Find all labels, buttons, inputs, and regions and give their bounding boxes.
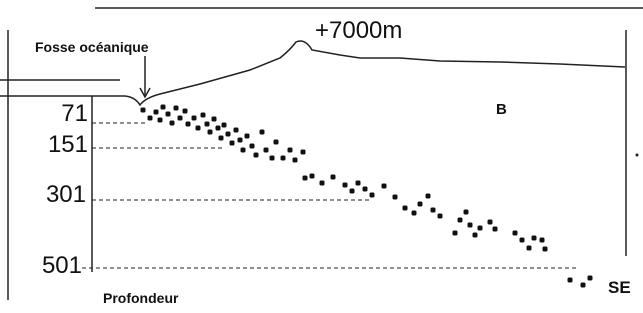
focus-dot xyxy=(201,113,206,118)
focus-dot xyxy=(226,132,231,137)
depth-label: 71 xyxy=(61,100,88,127)
focus-dot xyxy=(473,233,478,238)
focus-dot xyxy=(154,110,159,115)
depth-label: 501 xyxy=(42,252,82,279)
focus-dot xyxy=(158,118,163,123)
focus-dot xyxy=(166,112,171,117)
focus-dot xyxy=(370,193,375,198)
focus-dot xyxy=(478,226,483,231)
focus-dot xyxy=(310,174,315,179)
earthquake-foci xyxy=(141,105,593,288)
focus-dot xyxy=(170,121,175,126)
focus-dot xyxy=(464,210,469,215)
focus-dot xyxy=(281,156,286,161)
focus-dot xyxy=(418,202,423,207)
focus-dot xyxy=(453,231,458,236)
focus-dot xyxy=(219,136,224,141)
focus-dot xyxy=(141,108,146,113)
focus-dot xyxy=(161,105,166,110)
zone-label: B xyxy=(496,101,507,118)
depth-label: 151 xyxy=(48,131,88,158)
focus-dot xyxy=(363,187,368,192)
focus-dot xyxy=(431,208,436,213)
focus-dot xyxy=(382,184,387,189)
trench-label: Fosse océanique xyxy=(35,39,149,55)
focus-dot xyxy=(356,181,361,186)
focus-dot xyxy=(540,238,545,243)
focus-dot xyxy=(543,247,548,252)
focus-dot xyxy=(438,214,443,219)
focus-dot xyxy=(520,238,525,243)
focus-dot xyxy=(178,116,183,121)
focus-dot xyxy=(208,130,213,135)
focus-dot xyxy=(222,123,227,128)
focus-dot xyxy=(513,231,518,236)
focus-dot xyxy=(216,126,221,131)
focus-dot xyxy=(254,153,259,158)
focus-dot xyxy=(350,189,355,194)
focus-dot xyxy=(245,134,250,139)
focus-dot xyxy=(320,181,325,186)
focus-dot xyxy=(588,276,593,281)
focus-dot xyxy=(303,176,308,181)
diagram: +7000m Fosse océanique B 71 151 301 501 … xyxy=(0,0,643,313)
focus-dot xyxy=(301,150,306,155)
focus-dot xyxy=(532,236,537,241)
focus-dot xyxy=(568,278,573,283)
focus-dot xyxy=(148,116,153,121)
focus-dot xyxy=(288,148,293,153)
focus-dot xyxy=(527,246,532,251)
focus-dot xyxy=(393,195,398,200)
focus-dot xyxy=(234,128,239,133)
focus-dot xyxy=(426,194,431,199)
speck xyxy=(636,154,639,157)
focus-dot xyxy=(238,138,243,143)
focus-dot xyxy=(468,223,473,228)
focus-dot xyxy=(581,283,586,288)
focus-dot xyxy=(186,122,191,127)
focus-dot xyxy=(412,211,417,216)
focus-dot xyxy=(212,117,217,122)
focus-dot xyxy=(260,130,265,135)
focus-dot xyxy=(250,144,255,149)
focus-dot xyxy=(493,227,498,232)
focus-dot xyxy=(274,140,279,145)
axis-label: Profondeur xyxy=(103,290,179,306)
page: +7000m Fosse océanique B 71 151 301 501 … xyxy=(0,0,643,313)
focus-dot xyxy=(192,116,197,121)
focus-dot xyxy=(205,122,210,127)
depth-label: 301 xyxy=(46,181,86,208)
focus-dot xyxy=(458,218,463,223)
focus-dot xyxy=(196,126,201,131)
focus-dot xyxy=(183,109,188,114)
focus-dot xyxy=(488,220,493,225)
focus-dot xyxy=(230,141,235,146)
focus-dot xyxy=(270,156,275,161)
focus-dot xyxy=(331,175,336,180)
direction-label: SE xyxy=(608,278,631,297)
focus-dot xyxy=(174,106,179,111)
focus-dot xyxy=(293,158,298,163)
focus-dot xyxy=(403,206,408,211)
focus-dot xyxy=(343,183,348,188)
focus-dot xyxy=(264,148,269,153)
focus-dot xyxy=(241,148,246,153)
elevation-label: +7000m xyxy=(315,17,402,44)
